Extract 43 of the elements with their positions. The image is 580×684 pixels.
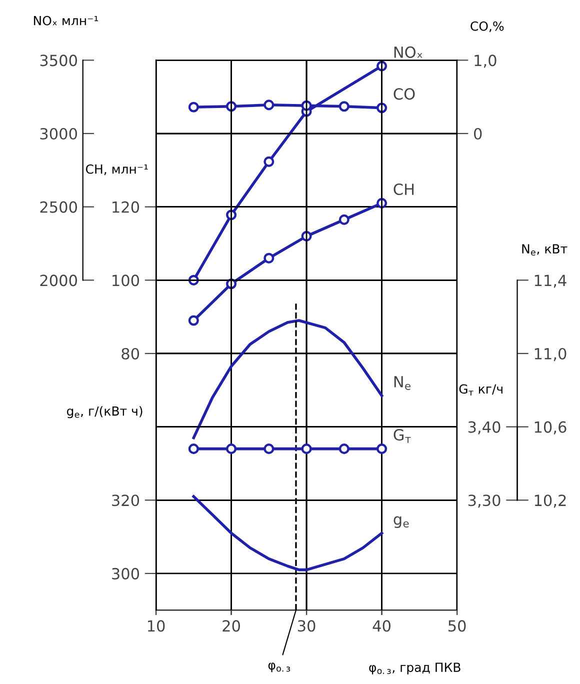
y2-tick-label: 120 bbox=[112, 201, 140, 213]
point bbox=[264, 252, 274, 264]
point bbox=[338, 214, 350, 225]
y-tick-label: 3500 bbox=[40, 54, 77, 66]
series-label: G$_{т}$ bbox=[394, 429, 411, 443]
series-label: CO bbox=[394, 88, 415, 100]
x-tick-label: 30 bbox=[298, 620, 316, 632]
y-tick-label: 3000 bbox=[40, 128, 77, 140]
point bbox=[301, 230, 312, 242]
y2-tick-label: 80 bbox=[122, 348, 140, 360]
y3-axis-title: CO,% bbox=[470, 21, 504, 32]
y-tick-label: 11,0 bbox=[534, 348, 566, 362]
line-series bbox=[192, 319, 384, 440]
x-tick-label: 20 bbox=[222, 620, 240, 632]
line-series bbox=[192, 495, 384, 572]
series-label: CH bbox=[394, 184, 414, 196]
y-tick-label: 10,2 bbox=[534, 494, 566, 508]
y3-tick-label: 320 bbox=[112, 494, 140, 506]
y3-tick-label: 300 bbox=[112, 568, 140, 580]
y-tick-label: 10,6 bbox=[534, 421, 566, 434]
y2-tick-label: 100 bbox=[112, 274, 140, 286]
x-tick-label: 10 bbox=[148, 620, 165, 632]
point bbox=[264, 156, 274, 167]
point bbox=[188, 315, 199, 326]
y-axis-title: N$_{e}$, кВт bbox=[522, 244, 568, 256]
x-tick-label: 50 bbox=[448, 620, 466, 632]
x-tick-label: 40 bbox=[372, 620, 390, 632]
series-label: g$_{e}$ bbox=[394, 516, 409, 528]
y3-axis-title: g$_{e}$, г/(кВт ч) bbox=[66, 406, 142, 418]
y-tick-label: 2500 bbox=[40, 201, 77, 213]
y2-tick-label: 3,30 bbox=[468, 494, 500, 508]
y-tick-label: 11,4 bbox=[534, 274, 566, 288]
series-label: N$_{e}$ bbox=[394, 376, 410, 390]
y2-axis-title: G$_{т}$ кг/ч bbox=[459, 384, 502, 396]
y3-tick-label: 1,0 bbox=[474, 54, 496, 68]
y2-axis-title: CH, млн⁻¹ bbox=[86, 164, 148, 176]
y3-tick-label: 0 bbox=[474, 128, 482, 140]
x-axis-title: φ$_{о.з}$, град ПКВ bbox=[369, 662, 460, 674]
series-label: NOₓ bbox=[394, 46, 422, 58]
ref-line-label: φ$_{о.з}$ bbox=[268, 662, 290, 672]
y-axis-title: NOₓ млн⁻¹ bbox=[34, 16, 98, 26]
y-tick-label: 2000 bbox=[40, 274, 77, 286]
y2-tick-label: 3,40 bbox=[468, 421, 500, 434]
